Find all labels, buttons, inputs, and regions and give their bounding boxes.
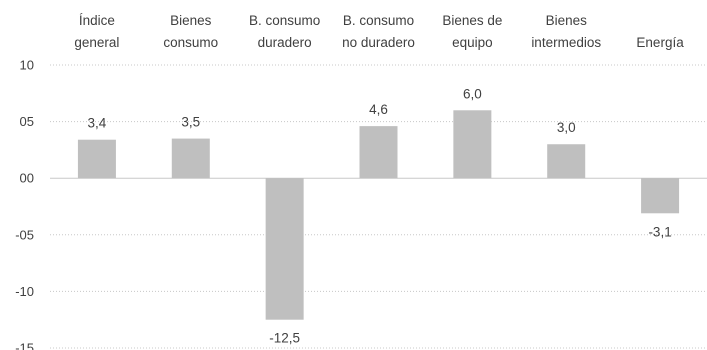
category-label: Bienes xyxy=(170,13,212,28)
y-axis-ticks: 10 05 00 -05 -10 -15 xyxy=(15,58,34,350)
bar xyxy=(641,178,680,214)
category-label: Bienes xyxy=(546,13,588,28)
category-label: duradero xyxy=(258,35,312,50)
category-label: consumo xyxy=(163,35,218,50)
category-label: general xyxy=(74,35,119,50)
bar xyxy=(453,110,492,179)
data-label: -12,5 xyxy=(269,331,300,346)
y-tick-label: -15 xyxy=(15,341,34,350)
category-label: equipo xyxy=(452,35,493,50)
y-tick-label: -05 xyxy=(15,227,34,242)
y-tick-label: 05 xyxy=(20,114,34,129)
category-label: Bienes de xyxy=(442,13,502,28)
bar xyxy=(77,139,116,179)
y-tick-label: 00 xyxy=(20,171,34,186)
data-label: 3,0 xyxy=(557,120,576,135)
category-label: B. consumo xyxy=(249,13,320,28)
y-tick-label: 10 xyxy=(20,58,34,73)
data-label: 3,4 xyxy=(88,116,107,131)
bar xyxy=(265,178,304,320)
bars xyxy=(77,110,680,320)
bar xyxy=(547,144,586,179)
category-label: intermedios xyxy=(531,35,601,50)
y-tick-label: -10 xyxy=(15,284,34,299)
data-label: 4,6 xyxy=(369,102,388,117)
data-label: 6,0 xyxy=(463,86,482,101)
category-label: Energía xyxy=(636,35,684,50)
category-label: Índice xyxy=(79,13,115,28)
data-labels: 3,4 3,5 -12,5 4,6 6,0 3,0 -3,1 xyxy=(88,86,672,345)
data-label: -3,1 xyxy=(648,224,671,239)
bar xyxy=(359,126,398,179)
data-label: 3,5 xyxy=(181,115,200,130)
category-label: no duradero xyxy=(342,35,415,50)
bar xyxy=(171,138,210,179)
category-label: B. consumo xyxy=(343,13,414,28)
category-labels: Índice general Bienes consumo B. consumo dura… xyxy=(74,13,684,50)
